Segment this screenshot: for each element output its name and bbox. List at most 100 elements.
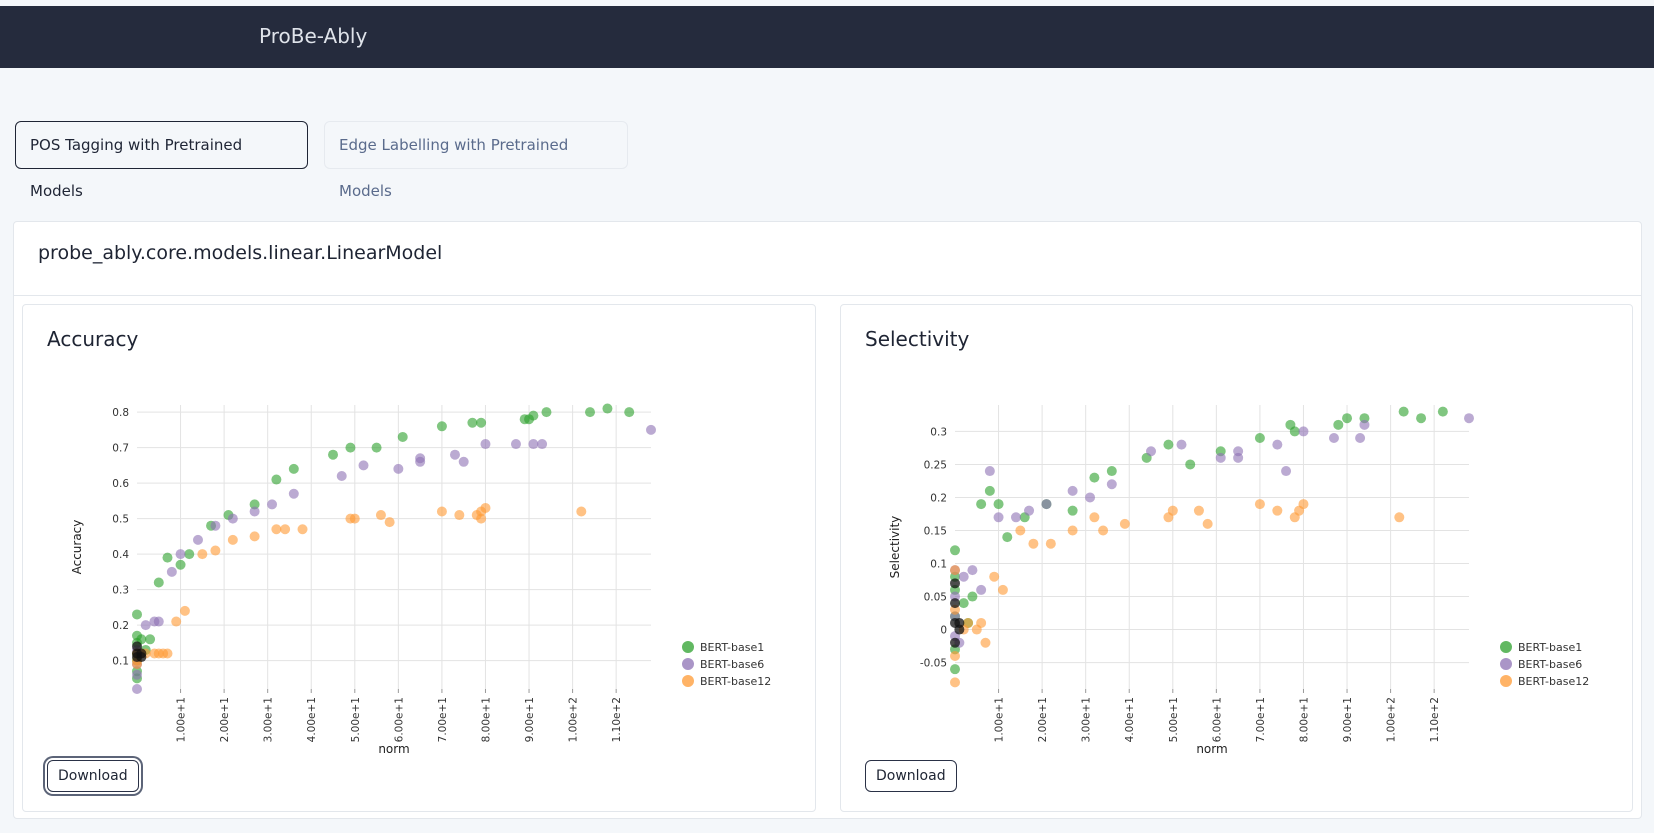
legend-label: BERT-base1 — [700, 641, 764, 654]
y-tick-label: 0.15 — [924, 525, 947, 537]
data-point — [950, 598, 960, 609]
data-point — [585, 407, 596, 418]
data-point — [1254, 433, 1265, 444]
x-tick-label: 9.00e+1 — [1342, 697, 1354, 742]
legend-label: BERT-base1 — [1518, 641, 1582, 654]
data-point — [415, 453, 426, 464]
data-point — [537, 439, 548, 450]
data-point — [980, 637, 991, 648]
y-tick-label: 0.3 — [112, 585, 129, 597]
navbar: ProBe-Ably — [0, 6, 1654, 68]
data-point — [954, 617, 965, 628]
data-point — [175, 559, 186, 570]
data-point — [454, 510, 465, 521]
data-point — [967, 565, 978, 576]
data-point — [1015, 525, 1026, 536]
data-point — [646, 424, 656, 435]
data-point — [1089, 472, 1100, 483]
x-tick-label: 5.00e+1 — [350, 697, 362, 742]
data-point — [153, 577, 164, 588]
data-point — [371, 442, 382, 453]
data-point — [297, 524, 308, 535]
x-tick-label: 9.00e+1 — [524, 697, 536, 742]
data-point — [1215, 452, 1226, 463]
app-title[interactable]: ProBe-Ably — [259, 24, 368, 48]
data-point — [984, 485, 995, 496]
y-tick-label: 0.2 — [930, 492, 947, 504]
data-point — [950, 650, 960, 661]
data-point — [249, 531, 260, 542]
download-button[interactable]: Download — [865, 760, 957, 792]
y-tick-label: 0.25 — [924, 459, 947, 471]
data-point — [993, 499, 1004, 510]
x-tick-label: 5.00e+1 — [1168, 697, 1180, 742]
x-tick-label: 1.10e+2 — [1429, 697, 1441, 742]
data-point — [184, 549, 195, 560]
data-point — [1045, 538, 1056, 549]
data-point — [528, 410, 539, 421]
data-point — [1028, 538, 1039, 549]
selectivity-chart: -0.05 0 0.05 0.1 0.15 0.2 0.25 0.3 1.00e+1 2.00e+… — [888, 405, 1589, 756]
data-point — [480, 502, 491, 513]
data-point — [476, 417, 487, 428]
data-point — [1272, 505, 1283, 516]
data-point — [576, 506, 587, 517]
data-point — [192, 534, 203, 545]
legend-marker — [1500, 658, 1512, 670]
legend-label: BERT-base12 — [1518, 675, 1589, 688]
data-point — [1272, 439, 1283, 450]
data-point — [140, 620, 151, 631]
legend-label: BERT-base6 — [1518, 658, 1582, 671]
data-point — [249, 499, 260, 510]
data-point — [528, 439, 539, 450]
x-tick-label: 4.00e+1 — [306, 697, 318, 742]
data-point — [336, 471, 347, 481]
data-point — [345, 442, 356, 453]
data-point — [1098, 525, 1109, 536]
data-point — [349, 513, 360, 524]
data-point — [476, 513, 487, 524]
accuracy-chart: 0.1 0.2 0.3 0.4 0.5 0.6 0.7 0.8 1.00e+1 2.00e+1 3.… — [70, 403, 771, 756]
data-point — [288, 488, 299, 499]
data-point — [1328, 433, 1339, 444]
tab-pos-tagging[interactable]: POS Tagging with Pretrained Models — [15, 121, 308, 200]
x-tick-label: 1.00e+1 — [994, 697, 1006, 742]
legend-label: BERT-base6 — [700, 658, 764, 671]
x-tick-label: 6.00e+1 — [1211, 697, 1223, 742]
data-point — [1398, 406, 1409, 417]
top-strip — [0, 0, 1654, 6]
x-tick-label: 4.00e+1 — [1124, 697, 1136, 742]
data-point — [384, 517, 395, 528]
model-title: probe_ably.core.models.linear.LinearMode… — [38, 242, 443, 264]
data-point — [950, 664, 960, 675]
data-point — [1146, 446, 1157, 457]
data-point — [950, 578, 960, 589]
download-button[interactable]: Download — [47, 760, 139, 792]
data-point — [436, 421, 447, 432]
data-point — [950, 545, 960, 556]
data-point — [1359, 419, 1370, 430]
data-point — [132, 684, 142, 694]
data-point — [1163, 439, 1174, 450]
tab-edge-labelling[interactable]: Edge Labelling with Pretrained Models — [324, 121, 628, 200]
selectivity-chart-card: Selectivity -0.05 0 0.05 0.1 0.15 0.2 0.25 0.3 1… — [840, 304, 1633, 812]
data-point — [145, 634, 156, 645]
y-tick-label: 0.7 — [112, 443, 129, 455]
data-point — [480, 439, 491, 450]
x-tick-label: 8.00e+1 — [1298, 697, 1310, 742]
data-point — [958, 598, 969, 609]
data-point — [267, 499, 278, 510]
data-point — [1167, 505, 1178, 516]
chart-title: Accuracy — [47, 327, 139, 351]
data-point — [328, 449, 339, 460]
x-tick-label: 7.00e+1 — [437, 697, 449, 742]
x-tick-label: 1.10e+2 — [611, 697, 623, 742]
data-point — [950, 637, 960, 648]
data-point — [1176, 439, 1187, 450]
accuracy-chart-card: Accuracy 0.1 0.2 0.3 0.4 0.5 0.6 0.7 0.8 1.00e+1… — [22, 304, 816, 812]
y-tick-label: -0.05 — [920, 658, 947, 670]
data-point — [958, 571, 969, 582]
data-point — [1067, 505, 1078, 516]
data-point — [153, 616, 164, 627]
x-tick-label: 2.00e+1 — [219, 697, 231, 742]
